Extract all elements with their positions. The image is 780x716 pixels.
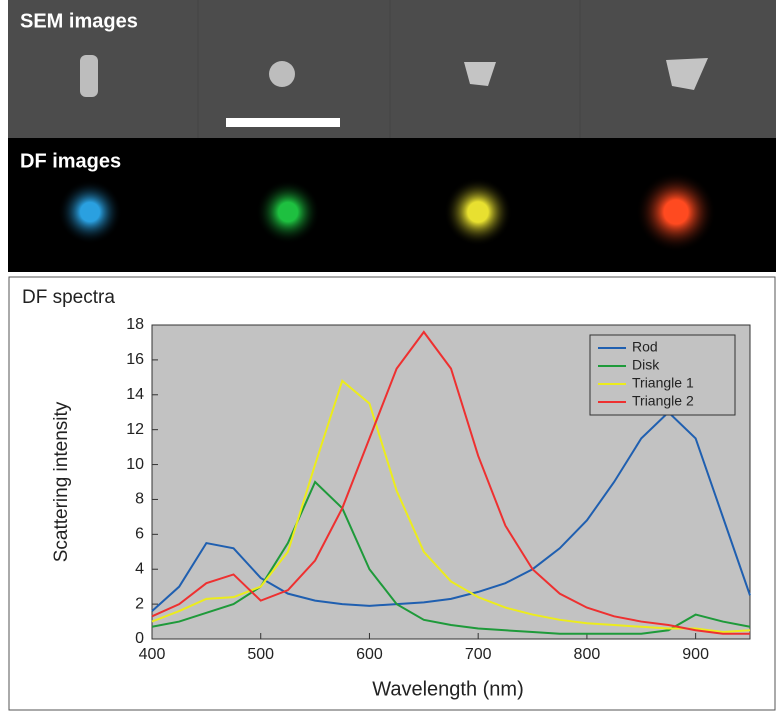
y-tick-label: 8 xyxy=(135,491,144,508)
y-tick-label: 10 xyxy=(126,456,144,473)
legend-label: Triangle 2 xyxy=(632,393,694,409)
x-axis-label: Wavelength (nm) xyxy=(372,678,524,700)
y-tick-label: 18 xyxy=(126,316,144,333)
x-tick-label: 700 xyxy=(465,646,492,663)
panel-label: SEM images xyxy=(20,10,138,32)
y-tick-label: 12 xyxy=(126,421,144,438)
df-spot xyxy=(444,178,512,246)
legend-label: Rod xyxy=(632,339,658,355)
legend-label: Disk xyxy=(632,357,660,373)
x-tick-label: 500 xyxy=(247,646,274,663)
chart-title: DF spectra xyxy=(22,287,115,308)
scale-bar xyxy=(226,118,340,127)
y-tick-label: 6 xyxy=(135,526,144,543)
y-tick-label: 14 xyxy=(126,386,144,403)
series-line xyxy=(151,379,751,634)
sem-triangle xyxy=(666,58,708,90)
df-spot xyxy=(58,180,122,244)
sem-panel xyxy=(8,0,776,138)
df-spot xyxy=(256,180,320,244)
y-tick-label: 2 xyxy=(135,595,144,612)
y-tick-label: 4 xyxy=(135,560,144,577)
series-line xyxy=(151,410,751,612)
x-tick-label: 400 xyxy=(139,646,166,663)
x-tick-label: 900 xyxy=(682,646,709,663)
sem-triangle xyxy=(464,62,496,86)
sem-rod xyxy=(80,55,98,97)
x-tick-label: 800 xyxy=(574,646,601,663)
y-axis-label: Scattering intensity xyxy=(51,401,72,562)
series-line xyxy=(151,330,750,635)
y-tick-label: 16 xyxy=(126,351,144,368)
panel-label: DF images xyxy=(20,150,121,172)
sem-disk xyxy=(269,61,295,87)
y-tick-label: 0 xyxy=(135,630,144,647)
df-spot xyxy=(636,172,716,252)
x-tick-label: 600 xyxy=(356,646,383,663)
legend-label: Triangle 1 xyxy=(632,375,694,391)
